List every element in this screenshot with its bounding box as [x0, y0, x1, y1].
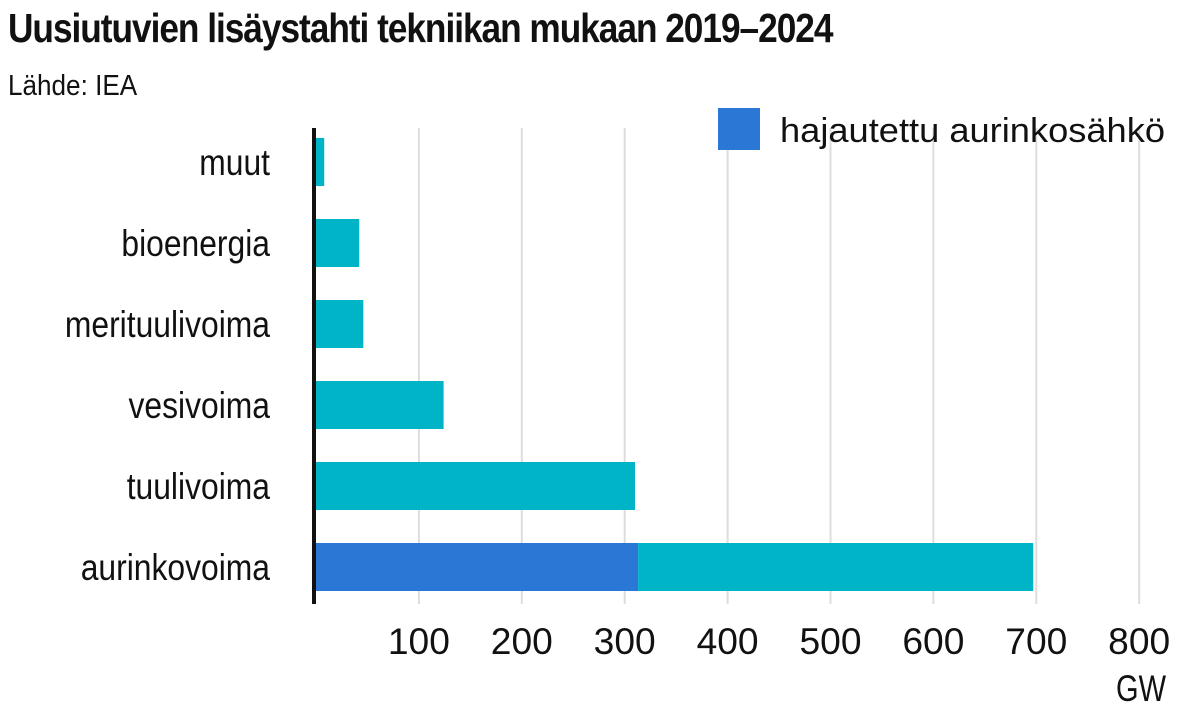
legend-swatch-distributed-solar [718, 108, 760, 150]
category-label-aurinkovoima: aurinkovoima [81, 547, 271, 588]
bar-muut [316, 138, 325, 186]
x-tick-label-800: 800 [1108, 621, 1170, 662]
x-tick-label-400: 400 [697, 621, 759, 662]
source-note: Lähde: IEA [8, 70, 138, 102]
x-axis-unit-label: GW [1116, 668, 1166, 709]
category-label-tuulivoima: tuulivoima [127, 466, 271, 507]
bar-bioenergia [316, 219, 360, 267]
chart-title: Uusiutuvien lisäystahti tekniikan mukaan… [8, 5, 833, 51]
x-tick-label-200: 200 [491, 621, 553, 662]
bars [316, 138, 1034, 591]
category-labels: muut bioenergia merituulivoima vesivoima tuu… [65, 142, 271, 588]
bar-vesivoima [316, 381, 444, 429]
bar-merituulivoima [316, 300, 364, 348]
legend: hajautettu aurinkosähkö [718, 108, 1165, 150]
x-tick-label-600: 600 [902, 621, 964, 662]
x-axis-ticks: 100 200 300 400 500 600 700 800 [388, 621, 1170, 662]
category-label-bioenergia: bioenergia [121, 223, 270, 264]
bar-tuulivoima [316, 462, 635, 510]
bar-aurinkovoima [638, 543, 1034, 591]
bar-aurinkovoima-distributed-solar [316, 543, 639, 591]
category-label-muut: muut [199, 142, 270, 183]
x-tick-label-100: 100 [388, 621, 450, 662]
x-tick-label-700: 700 [1005, 621, 1067, 662]
category-label-merituulivoima: merituulivoima [65, 304, 270, 345]
x-tick-label-500: 500 [800, 621, 862, 662]
category-label-vesivoima: vesivoima [129, 385, 271, 426]
legend-label-distributed-solar: hajautettu aurinkosähkö [780, 112, 1165, 150]
gridlines [417, 128, 1141, 604]
x-tick-label-300: 300 [594, 621, 656, 662]
